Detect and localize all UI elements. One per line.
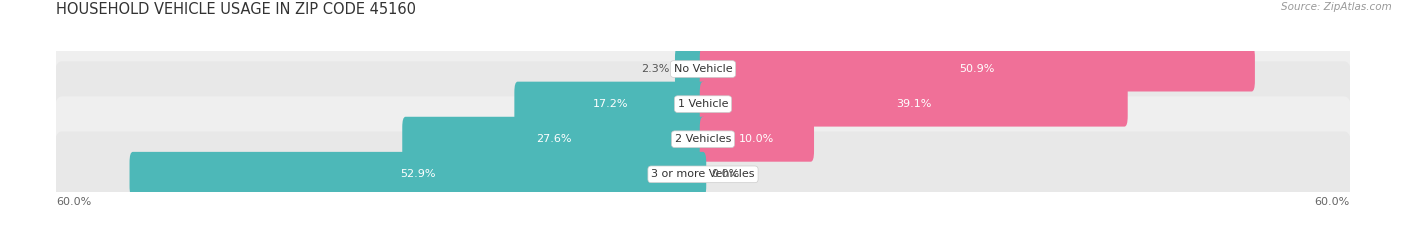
Text: HOUSEHOLD VEHICLE USAGE IN ZIP CODE 45160: HOUSEHOLD VEHICLE USAGE IN ZIP CODE 4516… bbox=[56, 2, 416, 17]
Text: 3 or more Vehicles: 3 or more Vehicles bbox=[651, 169, 755, 179]
FancyBboxPatch shape bbox=[53, 132, 1353, 217]
Text: Source: ZipAtlas.com: Source: ZipAtlas.com bbox=[1281, 2, 1392, 12]
FancyBboxPatch shape bbox=[675, 47, 706, 91]
Text: 10.0%: 10.0% bbox=[740, 134, 775, 144]
FancyBboxPatch shape bbox=[129, 152, 706, 197]
Text: 60.0%: 60.0% bbox=[56, 197, 91, 207]
FancyBboxPatch shape bbox=[700, 117, 814, 162]
FancyBboxPatch shape bbox=[53, 96, 1353, 182]
Text: 0.0%: 0.0% bbox=[711, 169, 740, 179]
Text: 60.0%: 60.0% bbox=[1315, 197, 1350, 207]
FancyBboxPatch shape bbox=[515, 82, 706, 127]
FancyBboxPatch shape bbox=[53, 26, 1353, 112]
Text: 39.1%: 39.1% bbox=[896, 99, 931, 109]
Text: 27.6%: 27.6% bbox=[537, 134, 572, 144]
Text: 17.2%: 17.2% bbox=[592, 99, 628, 109]
Text: 2.3%: 2.3% bbox=[641, 64, 669, 74]
Text: No Vehicle: No Vehicle bbox=[673, 64, 733, 74]
FancyBboxPatch shape bbox=[700, 47, 1256, 91]
Text: 52.9%: 52.9% bbox=[401, 169, 436, 179]
FancyBboxPatch shape bbox=[402, 117, 706, 162]
Text: 1 Vehicle: 1 Vehicle bbox=[678, 99, 728, 109]
Text: 2 Vehicles: 2 Vehicles bbox=[675, 134, 731, 144]
Text: 50.9%: 50.9% bbox=[960, 64, 995, 74]
FancyBboxPatch shape bbox=[53, 61, 1353, 147]
FancyBboxPatch shape bbox=[700, 82, 1128, 127]
